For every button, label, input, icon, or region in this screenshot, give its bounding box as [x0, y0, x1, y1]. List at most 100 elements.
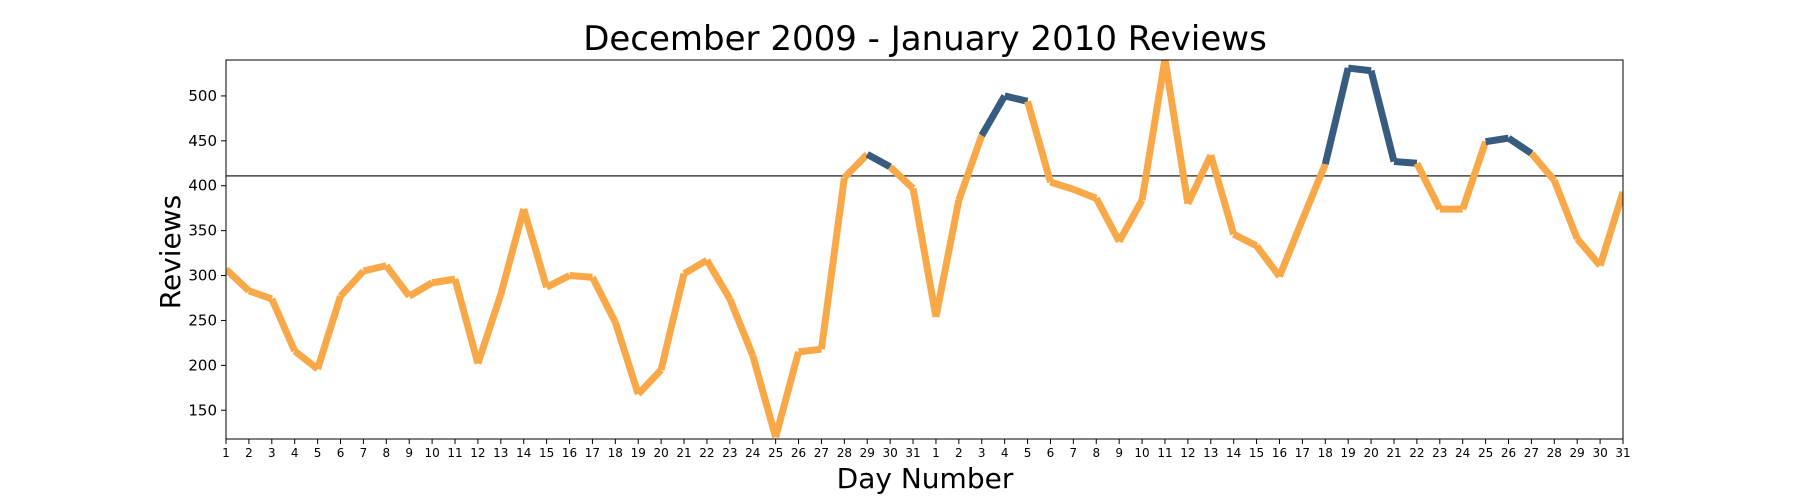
x-tick-label: 1 [222, 446, 230, 460]
series-segment [1207, 154, 1238, 236]
y-axis-label: Reviews [154, 195, 187, 310]
series-segment [1299, 162, 1329, 222]
x-tick-label: 11 [447, 446, 462, 460]
y-tick-label: 200 [188, 356, 217, 374]
x-axis-label: Day Number [837, 462, 1014, 495]
x-tick-label: 2 [955, 446, 963, 460]
x-tick-label: 25 [768, 446, 783, 460]
x-tick-label: 7 [360, 446, 368, 460]
series-segment [1116, 198, 1146, 244]
series-segment [383, 263, 413, 299]
x-tick-label: 20 [1363, 446, 1378, 460]
x-tick-label: 15 [539, 446, 554, 460]
series-segment [1093, 196, 1123, 244]
series-segment [955, 134, 986, 202]
x-tick-label: 3 [978, 446, 986, 460]
series-segment [314, 295, 344, 370]
series-segment [817, 177, 848, 350]
x-tick-label: 19 [1341, 446, 1356, 460]
y-tick-label: 350 [188, 222, 217, 240]
series-segment [1321, 67, 1352, 165]
x-tick-label: 14 [516, 446, 531, 460]
x-tick-label: 8 [1092, 446, 1100, 460]
x-tick-label: 18 [608, 446, 623, 460]
series-segment [887, 164, 916, 191]
series-segment [337, 268, 366, 299]
plot-frame [225, 59, 1624, 440]
series-segment [268, 297, 298, 353]
series-segment [1184, 153, 1214, 206]
x-tick-label: 16 [1272, 446, 1287, 460]
x-tick-label: 1 [932, 446, 940, 460]
y-tick-label: 250 [188, 311, 217, 329]
x-tick-label: 4 [1001, 446, 1009, 460]
x-tick-label: 24 [1455, 446, 1470, 460]
series-segment [657, 272, 688, 371]
series-segment [1232, 231, 1259, 250]
series-segment [247, 287, 273, 303]
y-tick-label: 300 [188, 267, 217, 285]
x-tick-label: 26 [791, 446, 806, 460]
chart-title: December 2009 - January 2010 Reviews [583, 19, 1267, 59]
series-segment [497, 208, 528, 296]
series-segment [1596, 190, 1623, 267]
x-tick-label: 11 [1157, 446, 1172, 460]
series-segment [520, 208, 550, 289]
x-tick-label: 12 [1180, 446, 1195, 460]
series-segment [407, 279, 434, 300]
x-tick-label: 10 [1134, 446, 1149, 460]
series-segment [1485, 134, 1510, 146]
x-tick-label: 3 [268, 446, 276, 460]
series-segment [1072, 186, 1098, 202]
x-tick-label: 10 [424, 446, 439, 460]
series-segment [226, 266, 252, 294]
x-tick-label: 27 [1524, 446, 1539, 460]
x-tick-label: 6 [1047, 446, 1055, 460]
x-tick-label: 31 [1615, 446, 1630, 460]
y-tick-label: 150 [188, 401, 217, 419]
series-segment [1459, 140, 1489, 211]
x-tick-label: 31 [905, 446, 920, 460]
series-segment [841, 151, 870, 181]
series-segment [1574, 236, 1603, 268]
series-segment [978, 94, 1008, 138]
y-tick-label: 400 [188, 177, 217, 195]
x-tick-label: 21 [1386, 446, 1401, 460]
series-segment [1393, 157, 1418, 167]
series-segment [749, 354, 780, 439]
series-segment [545, 272, 572, 291]
series-segment [1551, 179, 1581, 241]
series-segment [1367, 69, 1398, 163]
x-tick-label: 28 [1547, 446, 1562, 460]
x-tick-label: 21 [676, 446, 691, 460]
series-segment [726, 297, 756, 357]
x-tick-label: 29 [860, 446, 875, 460]
series-segment [1003, 92, 1029, 105]
x-tick-label: 30 [883, 446, 898, 460]
x-tick-label: 27 [814, 446, 829, 460]
series-segment [569, 272, 593, 281]
y-tick-label: 500 [188, 87, 217, 105]
series-segment [1138, 60, 1169, 201]
series-segment [682, 257, 709, 277]
series-segment [1253, 243, 1283, 279]
series-line [226, 60, 1623, 439]
x-tick-label: 24 [745, 446, 760, 460]
series-segment [865, 151, 892, 170]
series-segment [1049, 178, 1075, 193]
x-tick-label: 5 [1024, 446, 1032, 460]
series-segment [1276, 218, 1306, 278]
series-segment [932, 199, 963, 318]
x-tick-label: 6 [337, 446, 345, 460]
x-tick-label: 18 [1318, 446, 1333, 460]
x-tick-label: 19 [631, 446, 646, 460]
series-segment [1024, 100, 1054, 184]
x-tick-label: 15 [1249, 446, 1264, 460]
series-segment [611, 321, 642, 396]
x-tick-label: 14 [1226, 446, 1241, 460]
series-segment [1528, 151, 1557, 183]
x-tick-label: 25 [1478, 446, 1493, 460]
